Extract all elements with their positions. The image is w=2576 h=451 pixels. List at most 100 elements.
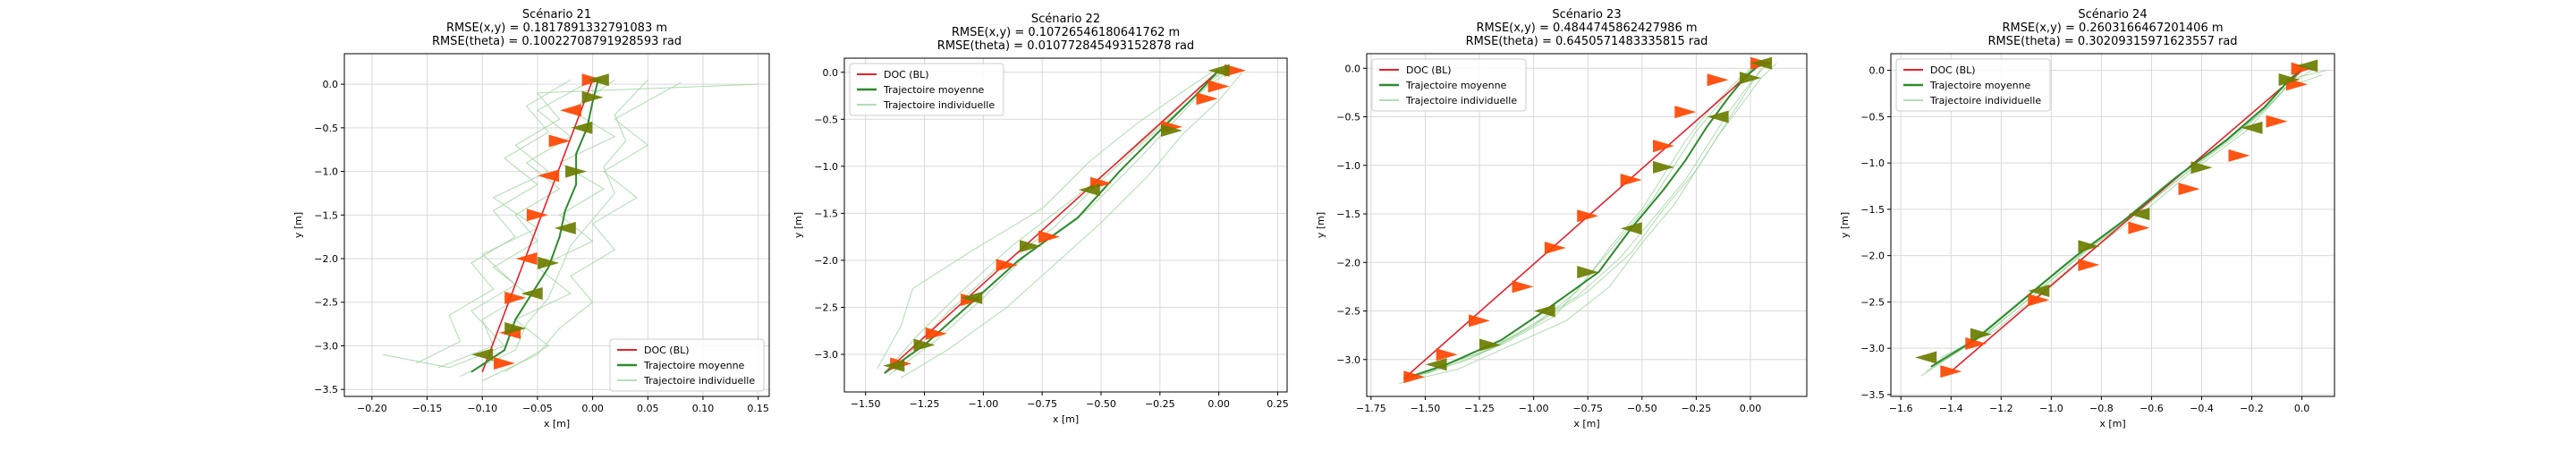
x-tick-label: −1.00 — [1519, 403, 1549, 414]
legend-box — [609, 338, 765, 392]
y-tick-label: −1.0 — [1336, 160, 1360, 172]
mean-arrow — [1533, 304, 1555, 318]
doc-arrow — [1038, 230, 1061, 243]
doc-trajectory-line — [1950, 69, 2303, 372]
individual-trajectory-line — [383, 83, 758, 369]
doc-arrow — [1208, 80, 1230, 93]
y-tick-label: −3.0 — [814, 349, 838, 361]
x-tick-label: 0.15 — [747, 403, 769, 414]
y-tick-label: 0.0 — [1869, 65, 1885, 77]
legend: DOC (BL) Trajectoire moyenne Trajectoire i… — [1895, 58, 2051, 112]
y-tick-label: −0.5 — [1860, 111, 1885, 123]
mean-arrow — [1577, 266, 1599, 279]
mean-arrow — [1479, 338, 1502, 352]
x-tick-label: 0.25 — [1267, 398, 1289, 410]
legend-box — [1371, 58, 1527, 112]
x-tick-label: −0.4 — [2190, 403, 2214, 414]
legend-entry: Trajectoire moyenne — [1405, 80, 1507, 91]
mean-arrow — [913, 338, 936, 352]
x-tick-label: 0.00 — [1208, 398, 1230, 410]
doc-arrow — [1196, 92, 1218, 106]
individual-trajectory-line — [1407, 68, 1762, 382]
individual-trajectory-line — [504, 79, 616, 373]
doc-arrow — [2266, 115, 2288, 128]
mean-arrow — [521, 287, 543, 300]
individual-trajectory-line — [1399, 63, 1756, 385]
y-tick-label: −0.5 — [314, 123, 338, 134]
mean-arrow — [1707, 110, 1729, 123]
y-tick-label: −1.5 — [814, 208, 838, 219]
mean-arrow — [2296, 59, 2318, 72]
y-tick-label: −1.5 — [314, 209, 338, 221]
mean-arrow — [1750, 56, 1773, 70]
y-tick-label: −0.5 — [814, 114, 838, 125]
mean-arrow — [1740, 72, 1761, 85]
x-tick-label: −0.75 — [1027, 398, 1057, 410]
legend: DOC (BL) Trajectoire moyenne Trajectoire i… — [1371, 58, 1527, 112]
x-tick-label: −1.50 — [1411, 403, 1441, 414]
y-tick-label: −3.5 — [314, 384, 338, 396]
mean-arrow — [2128, 208, 2150, 221]
legend-entry: Trajectoire individuelle — [1405, 95, 1517, 106]
y-tick-label: −1.5 — [1336, 208, 1360, 220]
legend-entry: Trajectoire individuelle — [1929, 95, 2041, 106]
mean-arrow — [1653, 160, 1674, 174]
doc-arrow — [2178, 183, 2200, 196]
doc-arrow — [1544, 242, 1566, 254]
chart-title-line: Scénario 22 — [1031, 13, 1100, 26]
y-tick-label: −2.0 — [1336, 257, 1360, 268]
x-tick-label: −0.6 — [2140, 403, 2164, 414]
mean-trajectory-line — [884, 70, 1220, 374]
doc-arrow — [1224, 64, 1247, 77]
x-axis-label: x [m] — [544, 418, 570, 430]
y-tick-label: −2.5 — [814, 302, 838, 313]
y-tick-label: −2.0 — [314, 253, 338, 265]
x-tick-label: 0.00 — [1740, 403, 1762, 414]
legend-entry: Trajectoire moyenne — [1929, 80, 2031, 91]
y-tick-label: 0.0 — [323, 79, 339, 90]
mean-arrow — [1425, 358, 1447, 371]
x-tick-label: −0.75 — [1572, 403, 1603, 414]
chart-title-line: RMSE(x,y) = 0.1817891332791083 m — [446, 21, 667, 35]
legend-box — [1895, 58, 2051, 112]
y-tick-label: −3.5 — [1860, 389, 1885, 401]
doc-arrow — [2078, 259, 2100, 271]
doc-arrow — [538, 169, 560, 183]
x-tick-label: −0.50 — [1627, 403, 1657, 414]
mean-arrow — [471, 348, 494, 362]
x-tick-label: −1.2 — [1989, 403, 2013, 414]
doc-arrow — [1620, 174, 1642, 186]
x-tick-label: −1.25 — [910, 398, 940, 410]
chart-title-line: Scénario 21 — [522, 8, 591, 21]
x-tick-label: −0.10 — [467, 403, 497, 414]
mean-arrow — [2028, 285, 2050, 297]
doc-arrow — [559, 104, 581, 117]
mean-arrow — [2190, 161, 2213, 174]
mean-arrow — [554, 221, 576, 234]
y-tick-label: −2.5 — [314, 297, 338, 309]
doc-arrow — [1940, 365, 1962, 379]
y-tick-label: −1.5 — [1860, 204, 1885, 216]
mean-arrow — [571, 121, 593, 134]
y-tick-label: −2.0 — [1860, 251, 1885, 262]
x-tick-label: −0.05 — [522, 403, 553, 414]
y-tick-label: −2.5 — [1336, 306, 1360, 318]
mean-arrow — [587, 73, 609, 87]
mean-arrow — [961, 291, 983, 304]
mean-arrow — [565, 165, 588, 178]
mean-arrow — [2078, 240, 2100, 253]
doc-arrow — [2228, 149, 2250, 162]
doc-arrow — [996, 259, 1018, 272]
doc-arrow — [526, 208, 548, 222]
mean-arrow — [2278, 73, 2301, 86]
doc-arrow — [1674, 106, 1697, 119]
mean-arrow — [1620, 222, 1642, 235]
legend: DOC (BL) Trajectoire moyenne Trajectoire i… — [849, 63, 1004, 116]
mean-arrow — [2241, 121, 2263, 134]
mean-arrow — [1020, 240, 1041, 253]
legend-entry: Trajectoire individuelle — [643, 375, 755, 387]
